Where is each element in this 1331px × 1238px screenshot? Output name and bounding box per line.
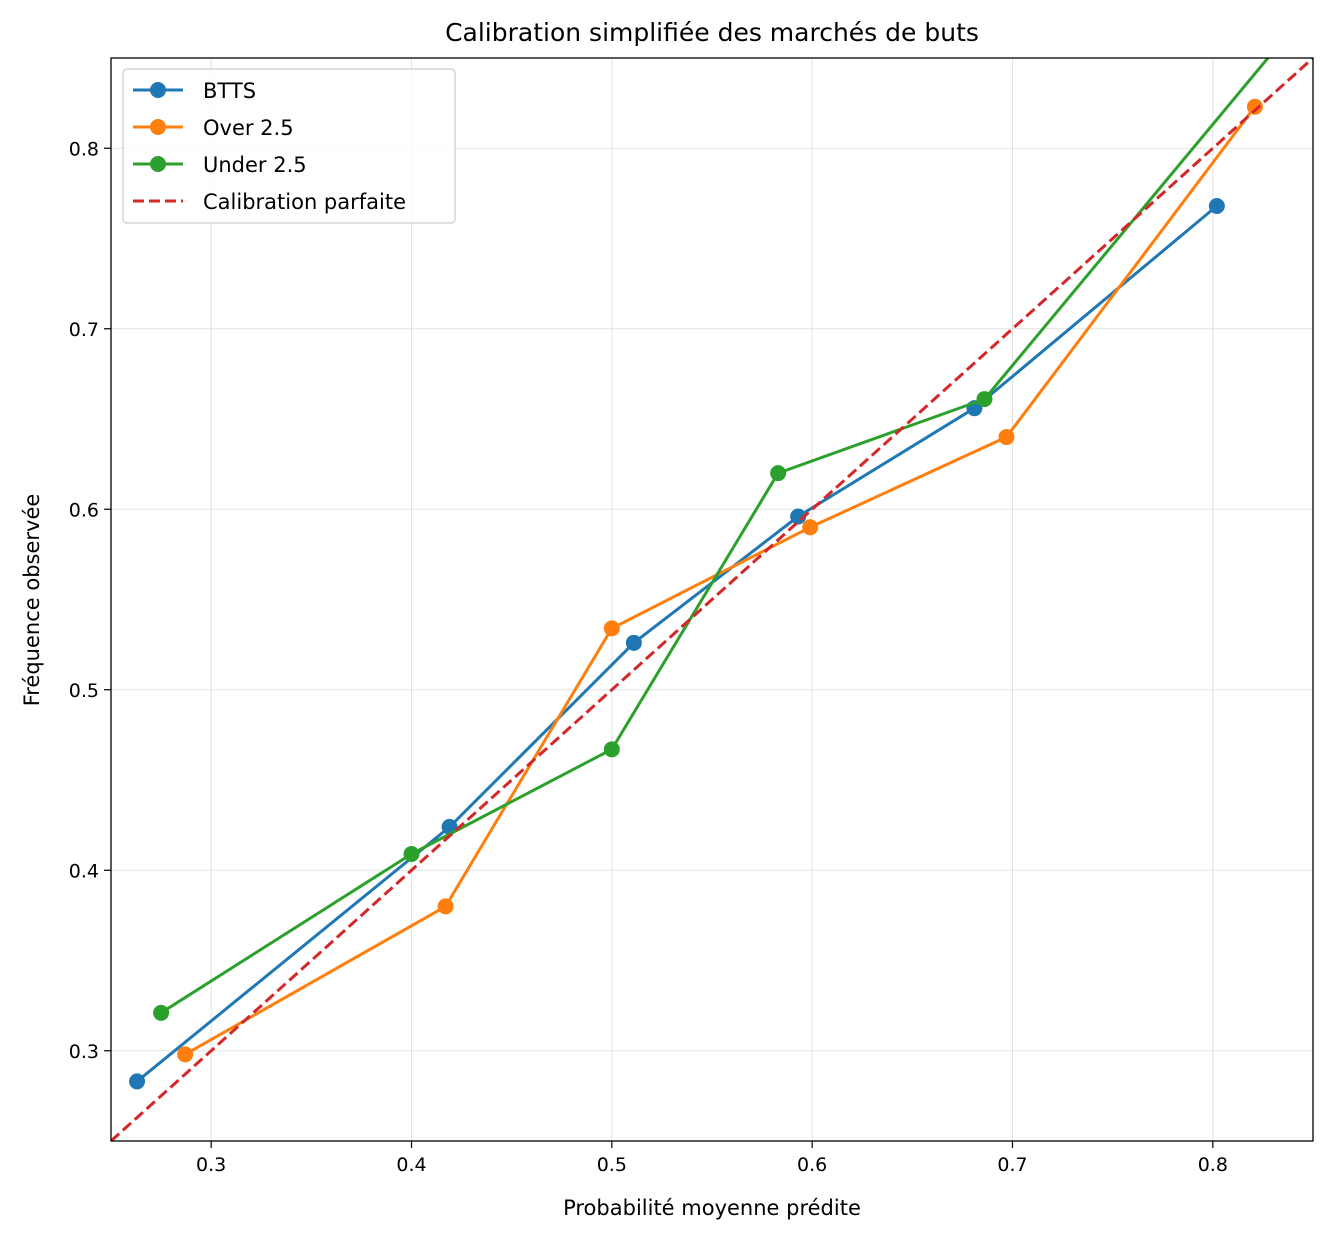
data-point-under-2-5 bbox=[1305, 0, 1321, 12]
legend-marker bbox=[150, 82, 166, 98]
series-line-btts bbox=[136, 204, 1218, 1083]
series-btts bbox=[129, 198, 1225, 1090]
x-tick-label: 0.4 bbox=[396, 1154, 426, 1176]
x-tick-label: 0.8 bbox=[1198, 1154, 1228, 1176]
x-tick-label: 0.6 bbox=[797, 1154, 827, 1176]
x-tick-label: 0.7 bbox=[997, 1154, 1027, 1176]
legend-label: Calibration parfaite bbox=[203, 190, 406, 214]
x-tick-label: 0.3 bbox=[196, 1154, 226, 1176]
series-over-2-5 bbox=[177, 98, 1263, 1063]
data-point-under-2-5 bbox=[153, 1004, 170, 1021]
legend-marker bbox=[150, 156, 166, 172]
y-tick-label: 0.7 bbox=[69, 319, 99, 341]
data-point-under-2-5 bbox=[976, 391, 993, 408]
legend-box bbox=[122, 68, 456, 224]
data-point-over-2-5 bbox=[998, 429, 1015, 446]
series-calibration-parfaite bbox=[111, 58, 1313, 1141]
data-point-over-2-5 bbox=[603, 620, 620, 637]
data-point-btts bbox=[129, 1073, 146, 1090]
data-point-under-2-5 bbox=[770, 465, 787, 482]
data-point-over-2-5 bbox=[437, 898, 454, 915]
data-point-over-2-5 bbox=[1246, 98, 1263, 115]
legend-label: Under 2.5 bbox=[203, 153, 307, 177]
y-axis-title: Fréquence observée bbox=[20, 494, 44, 707]
legend-label: BTTS bbox=[203, 79, 256, 103]
x-axis-title: Probabilité moyenne prédite bbox=[563, 1196, 861, 1220]
y-tick-label: 0.5 bbox=[69, 680, 99, 702]
legend-marker bbox=[150, 119, 166, 135]
series-under-2-5 bbox=[153, 0, 1321, 1021]
data-point-over-2-5 bbox=[802, 519, 819, 536]
y-tick-label: 0.6 bbox=[69, 499, 99, 521]
y-tick-label: 0.8 bbox=[69, 138, 99, 160]
legend-label: Over 2.5 bbox=[203, 116, 294, 140]
data-point-under-2-5 bbox=[403, 846, 420, 863]
chart-title: Calibration simplifiée des marchés de bu… bbox=[445, 18, 979, 47]
data-point-btts bbox=[790, 508, 807, 525]
plot-frame bbox=[110, 57, 1314, 1142]
data-point-btts bbox=[625, 634, 642, 651]
data-point-btts bbox=[1208, 198, 1225, 215]
legend: BTTS Over 2.5 Under 2.5 Calibration parfait… bbox=[122, 68, 456, 224]
y-tick-label: 0.4 bbox=[69, 860, 99, 882]
plot-series bbox=[111, 0, 1321, 1141]
series-line-over-2-5 bbox=[184, 105, 1257, 1056]
y-tick-label: 0.3 bbox=[69, 1041, 99, 1063]
axis-ticks: 0.3 0.4 0.5 0.6 0.7 0.8 0.3 0.4 0.5 0.6 0.7 0.8 bbox=[69, 138, 1228, 1176]
data-point-over-2-5 bbox=[177, 1046, 194, 1063]
data-point-under-2-5 bbox=[603, 741, 620, 758]
series-line-under-2-5 bbox=[160, 58, 1270, 1015]
x-tick-label: 0.5 bbox=[597, 1154, 627, 1176]
series-line-calibration-parfaite bbox=[111, 58, 1313, 1141]
